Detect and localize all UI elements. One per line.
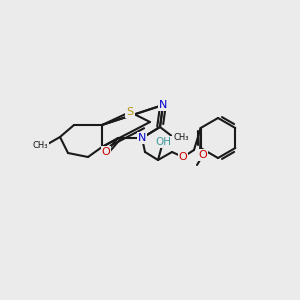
Text: O: O	[178, 152, 188, 162]
Text: N: N	[138, 133, 146, 143]
Text: OH: OH	[155, 137, 171, 147]
Text: O: O	[102, 147, 110, 157]
Text: S: S	[126, 107, 134, 117]
Text: O: O	[199, 150, 207, 160]
Text: CH₃: CH₃	[32, 140, 48, 149]
Text: CH₃: CH₃	[173, 133, 189, 142]
Text: N: N	[159, 100, 167, 110]
